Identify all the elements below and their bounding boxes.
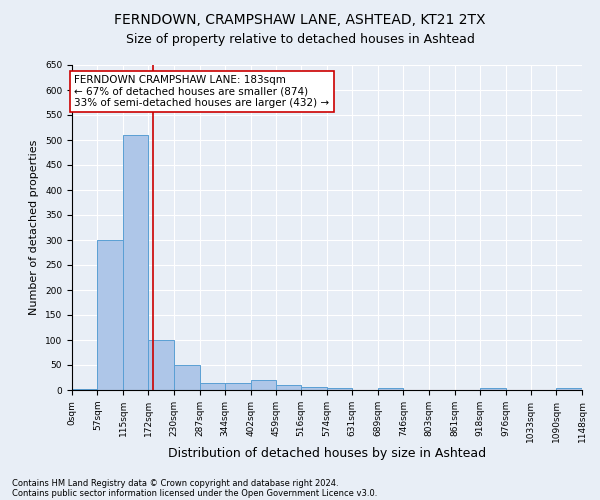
X-axis label: Distribution of detached houses by size in Ashtead: Distribution of detached houses by size … — [168, 448, 486, 460]
Bar — [225, 382, 251, 390]
Text: Contains public sector information licensed under the Open Government Licence v3: Contains public sector information licen… — [12, 488, 377, 498]
Text: FERNDOWN, CRAMPSHAW LANE, ASHTEAD, KT21 2TX: FERNDOWN, CRAMPSHAW LANE, ASHTEAD, KT21 … — [114, 12, 486, 26]
Text: Contains HM Land Registry data © Crown copyright and database right 2024.: Contains HM Land Registry data © Crown c… — [12, 478, 338, 488]
Text: Size of property relative to detached houses in Ashtead: Size of property relative to detached ho… — [125, 32, 475, 46]
Bar — [199, 382, 225, 390]
Bar — [148, 340, 174, 390]
Bar — [378, 388, 403, 390]
Bar — [251, 380, 276, 390]
Bar — [480, 388, 506, 390]
Y-axis label: Number of detached properties: Number of detached properties — [29, 140, 40, 315]
Bar — [174, 365, 199, 390]
Bar — [97, 240, 123, 390]
Bar — [123, 135, 148, 390]
Bar — [327, 388, 352, 390]
Bar — [301, 386, 327, 390]
Bar — [276, 385, 301, 390]
Text: FERNDOWN CRAMPSHAW LANE: 183sqm
← 67% of detached houses are smaller (874)
33% o: FERNDOWN CRAMPSHAW LANE: 183sqm ← 67% of… — [74, 75, 329, 108]
Bar — [556, 388, 582, 390]
Bar — [72, 389, 97, 390]
